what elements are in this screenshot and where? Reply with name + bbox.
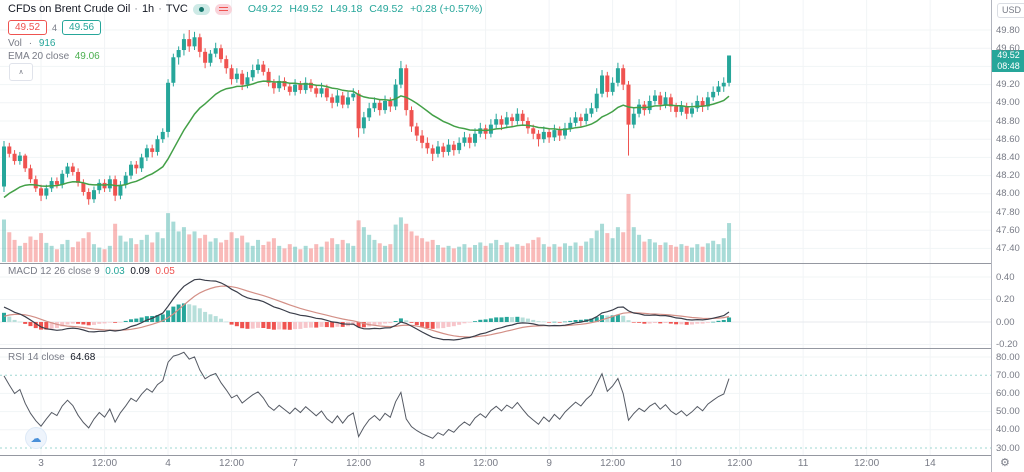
exchange-label: TVC: [165, 3, 188, 15]
legend-menu-icon[interactable]: [214, 3, 232, 15]
time-tick-label: 14: [924, 458, 936, 469]
time-tick-label: 4: [165, 458, 171, 469]
spread-value: 4: [52, 22, 58, 33]
macd-line-value: 0.09: [130, 266, 150, 277]
chevron-up-icon: ∧: [18, 69, 24, 76]
rsi-value: 64.68: [70, 352, 96, 363]
volume-legend: Vol · 916: [8, 38, 56, 49]
macd-hist-value: 0.03: [105, 266, 125, 277]
rsi-tick-label: 30.00: [996, 442, 1020, 454]
bid-ask-row: 49.52 4 49.56: [8, 20, 102, 35]
settings-gear-icon[interactable]: ⚙: [1000, 457, 1010, 469]
ema-legend: EMA 20 close 49.06: [8, 51, 100, 62]
rsi-tick-label: 60.00: [996, 387, 1020, 399]
close-value: C49.52: [369, 3, 404, 15]
visibility-toggle-icon[interactable]: [192, 3, 210, 15]
price-scale[interactable]: USD 49.52 08:48 ⚙ 49.80 49.60 49.20 49.00 48…: [991, 0, 1024, 472]
price-tick-label: 49.60: [996, 42, 1020, 54]
collapse-legend-button[interactable]: ∧: [9, 63, 33, 81]
time-tick-label: 7: [292, 458, 298, 469]
time-tick-label: 8: [419, 458, 425, 469]
open-value: O49.22: [247, 3, 283, 15]
change-value: +0.28 (+0.57%): [410, 3, 483, 15]
time-tick-label: 12:00: [219, 458, 245, 469]
currency-button[interactable]: USD: [997, 3, 1024, 18]
price-tick-label: 48.40: [996, 151, 1020, 163]
macd-signal-value: 0.05: [155, 266, 175, 277]
buy-button[interactable]: 49.56: [62, 20, 102, 35]
cloud-logo-icon[interactable]: ☁: [25, 427, 47, 449]
price-tick-label: 48.20: [996, 170, 1020, 182]
price-tick-label: 48.00: [996, 188, 1020, 200]
rsi-tick-label: 40.00: [996, 424, 1020, 436]
last-price-tag: 49.52: [992, 50, 1024, 61]
time-tick-label: 11: [797, 458, 809, 469]
time-scale[interactable]: 3 12:00 4 12:00 7 12:00 8 12:00 9 12:00 10 12:00 11 1…: [0, 456, 991, 472]
macd-tick-label: 0.00: [996, 316, 1015, 328]
price-tick-label: 49.80: [996, 24, 1020, 36]
macd-tick-label: -0.20: [996, 339, 1018, 350]
macd-tick-label: 0.20: [996, 294, 1015, 305]
symbol-legend: CFDs on Brent Crude Oil · 1h · TVC O49.2…: [8, 3, 483, 15]
rsi-tick-label: 80.00: [996, 351, 1020, 363]
low-value: L49.18: [330, 3, 363, 15]
time-tick-label: 12:00: [600, 458, 626, 469]
symbol-title: CFDs on Brent Crude Oil: [8, 3, 131, 15]
rsi-tick-label: 50.00: [996, 406, 1020, 418]
time-tick-label: 12:00: [727, 458, 753, 469]
ema-value: 49.06: [74, 51, 100, 62]
price-tick-label: 48.80: [996, 115, 1020, 127]
rsi-legend: RSI 14 close 64.68: [8, 352, 96, 363]
macd-tick-label: 0.40: [996, 271, 1015, 283]
time-tick-label: 12:00: [854, 458, 880, 469]
high-value: H49.52: [289, 3, 324, 15]
price-tick-label: 47.40: [996, 242, 1020, 254]
macd-legend: MACD 12 26 close 9 0.03 0.09 0.05: [8, 266, 175, 277]
bar-countdown-tag: 08:48: [992, 61, 1024, 72]
time-tick-label: 9: [546, 458, 552, 469]
price-tick-label: 49.00: [996, 97, 1020, 109]
volume-value: 916: [38, 38, 56, 49]
price-tick-label: 47.80: [996, 206, 1020, 218]
price-tick-label: 47.60: [996, 224, 1020, 236]
sell-button[interactable]: 49.52: [8, 20, 48, 35]
time-tick-label: 12:00: [473, 458, 499, 469]
price-tick-label: 48.60: [996, 133, 1020, 145]
ohlc-values: O49.22 H49.52 L49.18 C49.52 +0.28 (+0.57…: [248, 3, 483, 15]
price-tick-label: 49.20: [996, 79, 1020, 91]
time-tick-label: 12:00: [346, 458, 372, 469]
time-tick-label: 12:00: [92, 458, 118, 469]
interval-label: 1h: [141, 3, 155, 15]
rsi-tick-label: 70.00: [996, 369, 1020, 381]
time-tick-label: 3: [38, 458, 44, 469]
time-tick-label: 10: [670, 458, 682, 469]
